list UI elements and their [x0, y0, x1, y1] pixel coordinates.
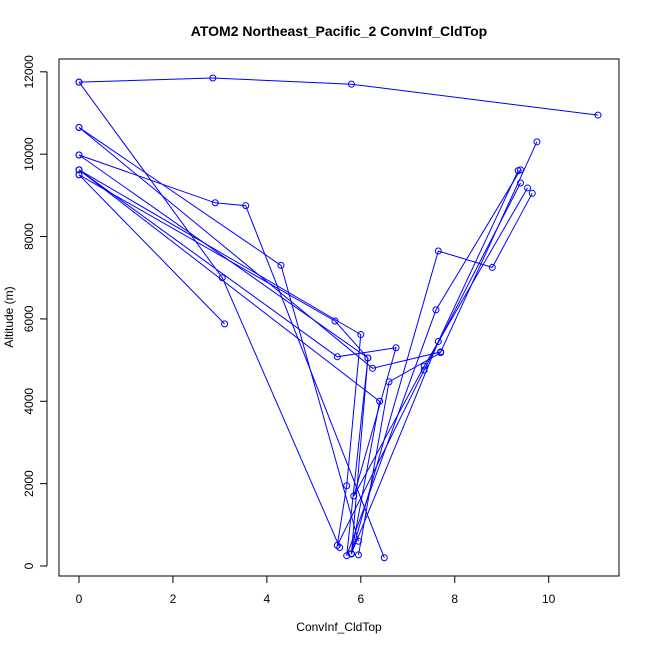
data-point — [528, 189, 536, 197]
series-line-4 — [78, 127, 538, 369]
x-tick-label: 10 — [542, 592, 556, 606]
data-point — [517, 179, 525, 187]
y-tick-label: 6000 — [22, 305, 36, 332]
x-tick-label: 8 — [451, 592, 458, 606]
data-point — [336, 543, 344, 551]
data-point — [420, 366, 428, 374]
y-tick-label: 10000 — [22, 137, 36, 171]
data-point — [392, 344, 400, 352]
chart-title: ATOM2 Northeast_Pacific_2 ConvInf_CldTop — [191, 23, 487, 39]
data-point — [75, 171, 83, 179]
data-point — [211, 199, 219, 207]
y-axis-label: Altitude (m) — [2, 286, 16, 347]
x-tick-label: 6 — [357, 592, 364, 606]
data-point — [420, 362, 428, 370]
data-point — [218, 274, 226, 282]
series-group — [75, 74, 602, 562]
data-point — [364, 354, 372, 362]
data-point — [432, 306, 440, 314]
data-point — [347, 80, 355, 88]
data-point — [350, 492, 358, 500]
data-point — [434, 338, 442, 346]
series-line-3 — [78, 126, 359, 542]
series-line-9 — [78, 174, 533, 555]
data-point — [333, 353, 341, 361]
data-point — [331, 317, 339, 325]
data-point — [75, 123, 83, 131]
series-line-6 — [78, 154, 521, 556]
x-tick-label: 0 — [76, 592, 83, 606]
y-tick-label: 0 — [22, 562, 36, 569]
x-tick-label: 4 — [264, 592, 271, 606]
data-point — [524, 184, 532, 192]
data-point — [333, 541, 341, 549]
series-line-7 — [78, 169, 528, 497]
data-point — [242, 202, 250, 210]
series-line-11 — [78, 174, 225, 325]
data-point — [376, 397, 384, 405]
data-point — [75, 78, 83, 86]
data-point — [533, 138, 541, 146]
series-line-5 — [78, 154, 385, 558]
data-point — [514, 167, 522, 175]
y-axis: 0 2000 4000 6000 8000 10000 12000 — [22, 55, 48, 569]
x-axis-label: ConvInf_CldTop — [296, 620, 382, 634]
data-point — [343, 482, 351, 490]
data-point — [369, 364, 377, 372]
data-point — [357, 331, 365, 339]
data-point — [277, 261, 285, 269]
y-tick-label: 2000 — [22, 470, 36, 497]
data-point — [347, 550, 355, 558]
plot-frame — [58, 58, 620, 577]
series-line-2 — [78, 81, 341, 548]
data-point — [221, 320, 229, 328]
series-line-12 — [358, 352, 441, 555]
data-point — [75, 166, 83, 174]
data-point — [385, 378, 393, 386]
data-point — [594, 111, 602, 119]
y-tick-label: 8000 — [22, 223, 36, 250]
series-line-10 — [78, 169, 521, 546]
x-axis: 0 2 4 6 8 10 — [76, 575, 556, 606]
data-point — [209, 74, 217, 82]
data-point — [380, 554, 388, 562]
data-point — [354, 537, 362, 545]
data-point — [437, 349, 445, 357]
series-line-1 — [78, 77, 599, 116]
data-point — [488, 263, 496, 271]
y-tick-label: 4000 — [22, 388, 36, 415]
data-point — [75, 151, 83, 159]
data-point — [434, 247, 442, 255]
data-point — [354, 551, 362, 559]
series-line-8 — [78, 169, 519, 554]
x-tick-label: 2 — [170, 592, 177, 606]
y-tick-label: 12000 — [22, 55, 36, 89]
